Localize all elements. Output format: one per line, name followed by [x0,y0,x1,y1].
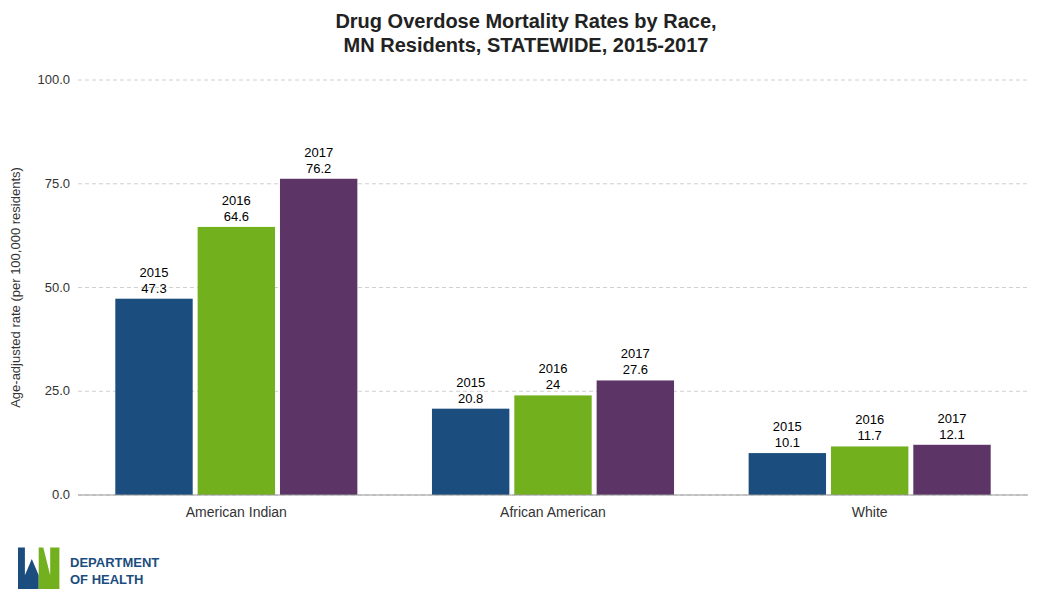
logo-shape [18,548,39,589]
bar [198,227,275,495]
chart: Drug Overdose Mortality Rates by Race,MN… [0,0,1052,605]
bar-year-label: 2017 [938,411,967,426]
bar-year-label: 2015 [456,375,485,390]
annotation: DEPARTMENTOF HEALTH [70,555,159,587]
bar [913,445,990,495]
bar [115,299,192,495]
grid [78,80,1028,495]
x-axis-line [78,495,1028,496]
bar [514,395,591,495]
bar-year-label: 2017 [304,145,333,160]
x-tick-label: White [852,504,888,520]
data-label: 10.1 [775,435,800,450]
data-label: 11.7 [857,428,881,443]
data-labels: 47.3201520.8201510.1201564.6201624201611… [140,145,967,450]
bar [280,179,357,495]
data-label: 27.6 [623,362,648,377]
y-tick-label: 100.0 [37,72,70,87]
y-tick-label: 0.0 [52,487,70,502]
bar-year-label: 2016 [855,412,884,427]
bar [831,446,908,495]
bar-year-label: 2016 [222,193,251,208]
bar-year-label: 2015 [140,265,169,280]
bar-year-label: 2015 [773,419,802,434]
data-label: 12.1 [939,427,964,442]
logo-shape [39,548,60,589]
data-label: 64.6 [224,209,249,224]
title: Drug Overdose Mortality Rates by Race,MN… [335,10,716,56]
y-tick-label: 75.0 [45,176,70,191]
bar-year-label: 2016 [539,361,568,376]
data-label: 76.2 [306,161,331,176]
grid-line [78,80,1028,81]
bar [597,380,674,495]
grid-line [78,183,1028,184]
data-label: 47.3 [141,281,166,296]
data-label: 24 [546,377,560,392]
y-axis-label: Age-adjusted rate (per 100,000 residents… [8,167,23,408]
x-tick-label: American Indian [186,504,287,520]
bars [115,179,990,495]
logo [18,548,59,589]
y-tick-label: 50.0 [45,280,70,295]
grid-line [78,495,1028,496]
y-tick-label: 25.0 [45,383,70,398]
bar-year-label: 2017 [621,346,650,361]
bar [432,409,509,495]
data-label: 20.8 [458,391,483,406]
x-tick-label: African American [500,504,606,520]
bar [749,453,826,495]
